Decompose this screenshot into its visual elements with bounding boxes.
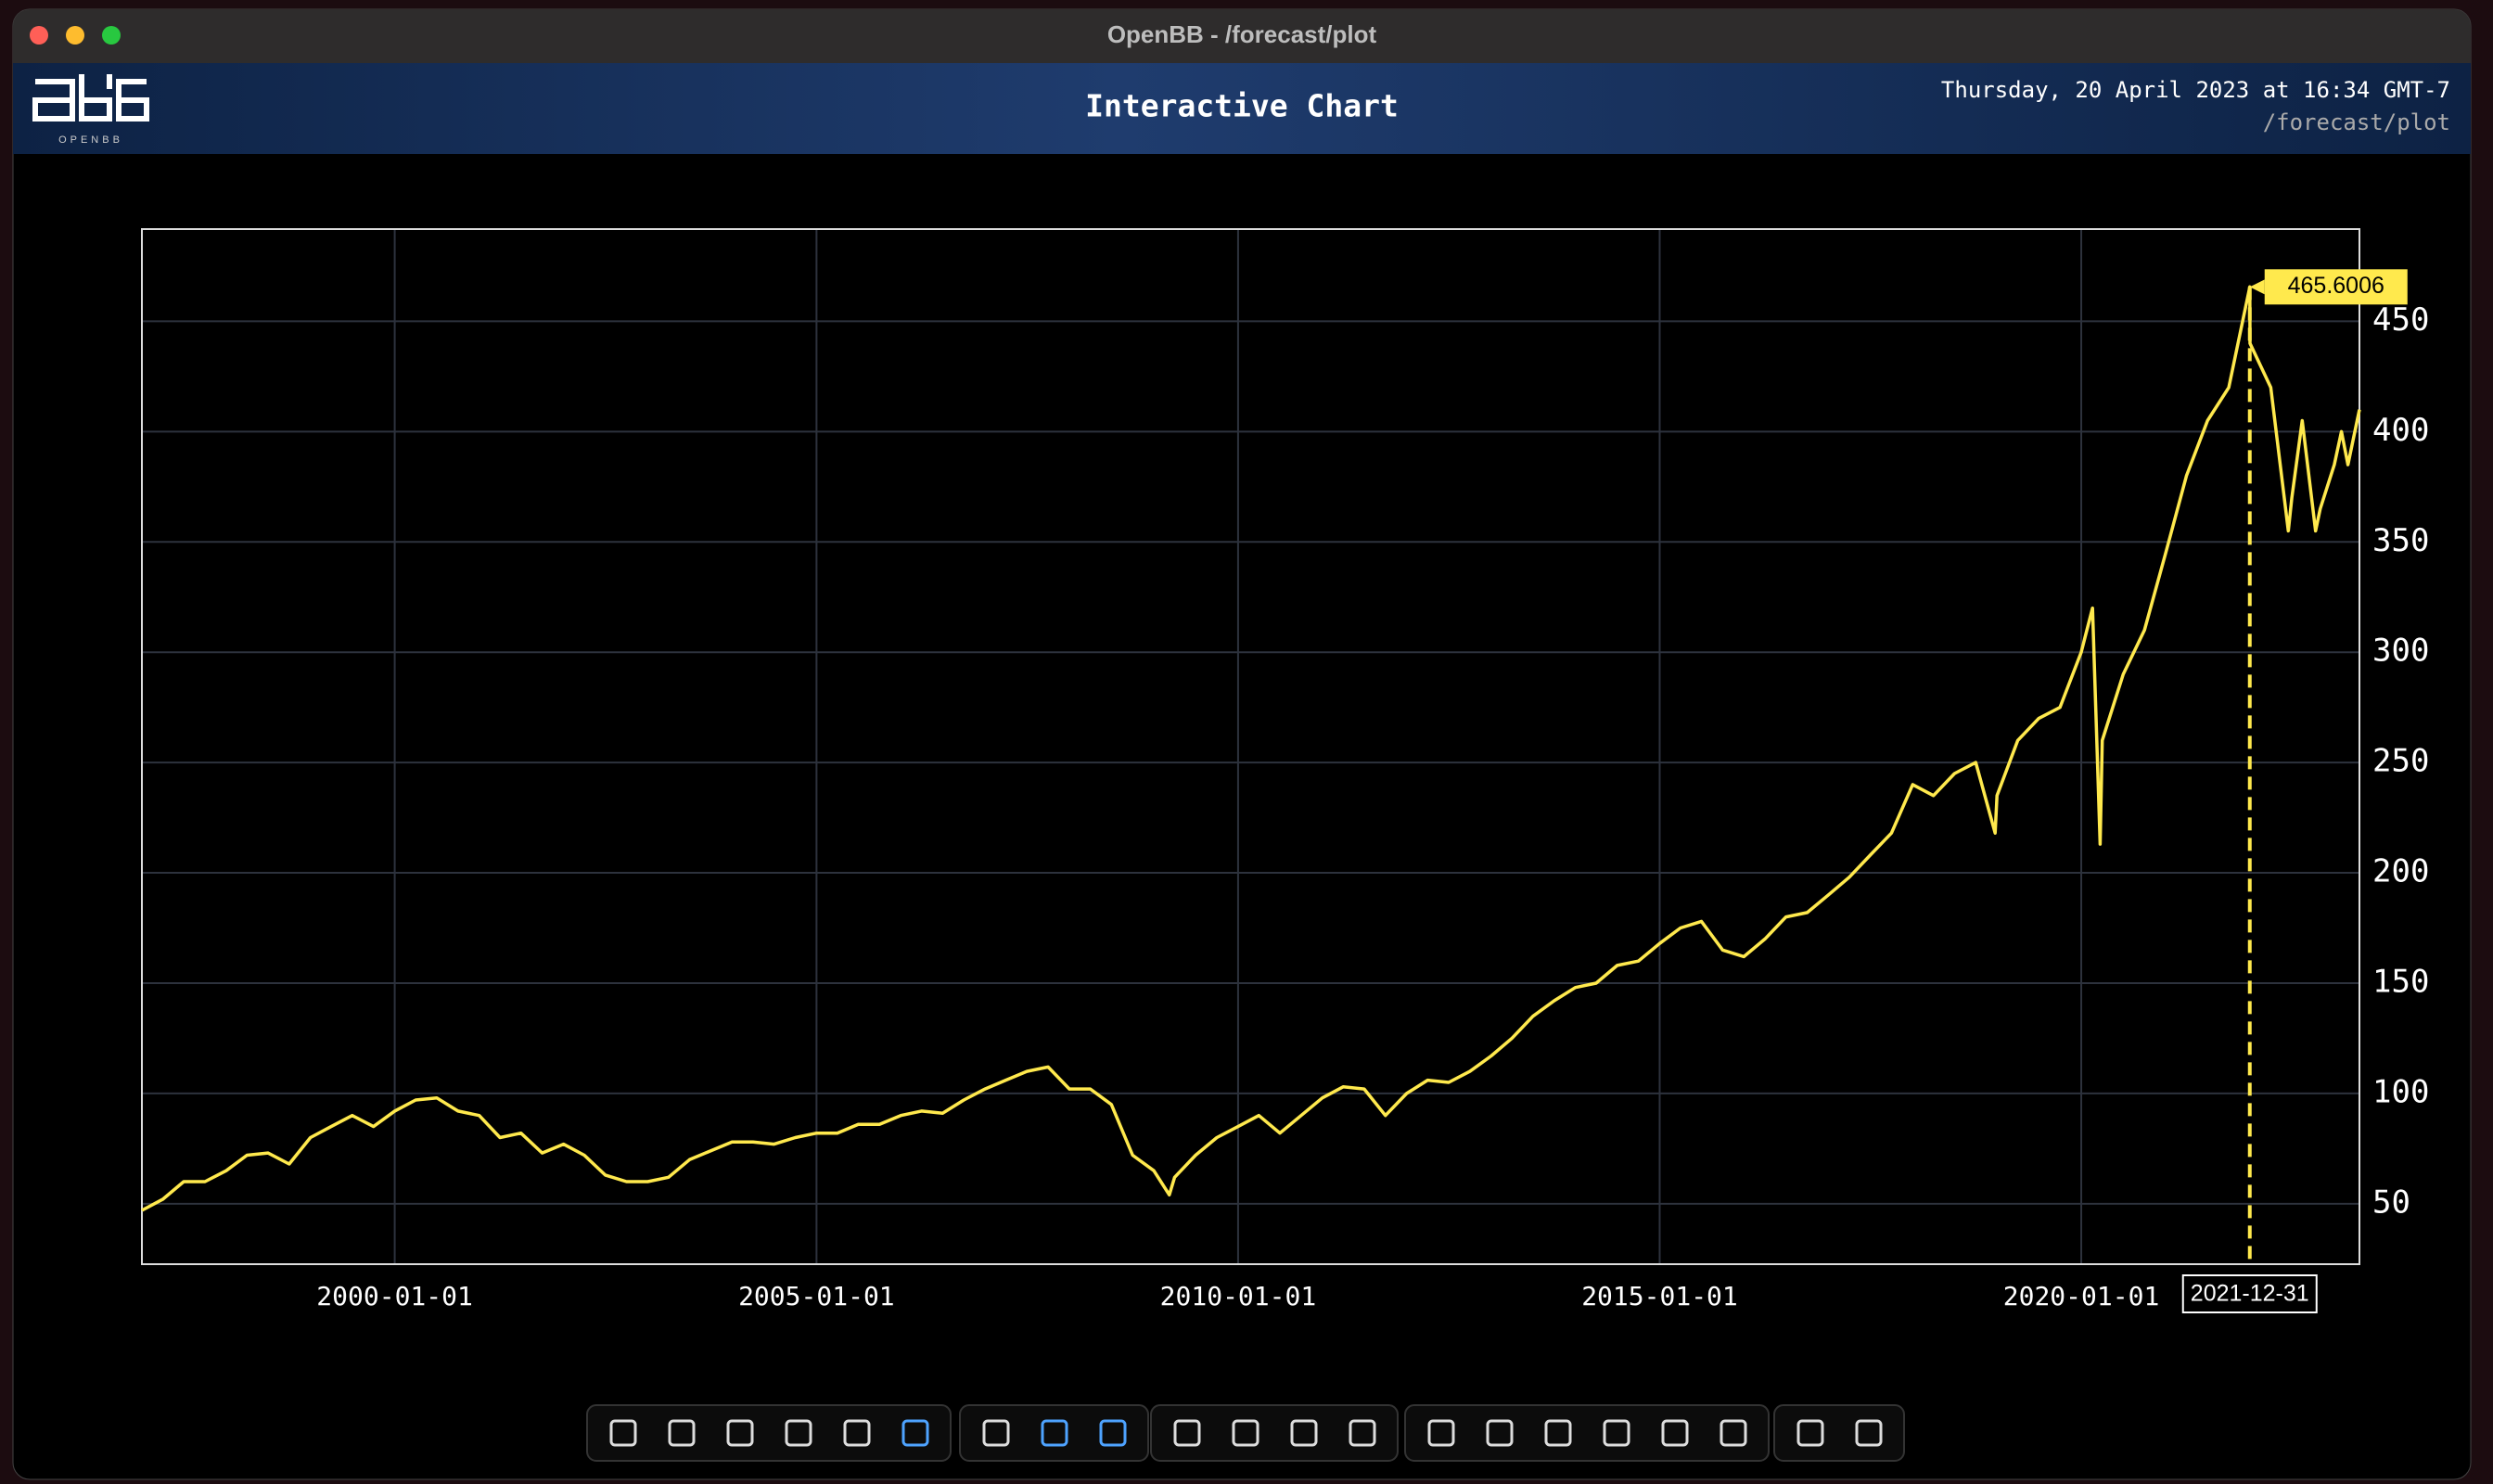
y-tick-label: 100 <box>2372 1073 2429 1110</box>
logo <box>32 74 149 122</box>
toolbar <box>586 1404 1905 1462</box>
button-icon <box>1349 1419 1376 1447</box>
button-icon <box>1855 1419 1883 1447</box>
header <box>13 63 2471 154</box>
button-icon <box>982 1419 1010 1447</box>
button-icon <box>785 1419 812 1447</box>
button-icon <box>1232 1419 1259 1447</box>
toolbar-button[interactable] <box>1099 1419 1127 1447</box>
price-line <box>141 285 2361 1212</box>
toolbar-button[interactable] <box>1486 1419 1514 1447</box>
toolbar-button[interactable] <box>1544 1419 1572 1447</box>
toolbar-button[interactable] <box>982 1419 1010 1447</box>
button-icon <box>668 1419 696 1447</box>
toolbar-button[interactable] <box>1427 1419 1455 1447</box>
y-tick-label: 50 <box>2372 1183 2410 1221</box>
toolbar-group <box>1773 1404 1905 1462</box>
header-title: Interactive Chart <box>1085 88 1399 124</box>
close-button[interactable] <box>30 26 48 45</box>
button-icon <box>1661 1419 1689 1447</box>
toolbar-button[interactable] <box>1232 1419 1259 1447</box>
y-tick-label: 300 <box>2372 633 2429 670</box>
toolbar-group <box>959 1404 1149 1462</box>
button-icon <box>609 1419 637 1447</box>
y-tick-label: 150 <box>2372 963 2429 1000</box>
hover-x-box <box>2181 1274 2318 1313</box>
toolbar-button[interactable] <box>1720 1419 1747 1447</box>
plot-frame <box>141 228 2360 1265</box>
header-path: /forecast/plot <box>2263 109 2450 135</box>
title-bar <box>13 9 2471 63</box>
window-title: OpenBB - /forecast/plot <box>1107 20 1377 48</box>
y-tick-label: 350 <box>2372 522 2429 559</box>
toolbar-button[interactable] <box>843 1419 871 1447</box>
button-icon <box>843 1419 871 1447</box>
button-icon <box>1486 1419 1514 1447</box>
button-icon <box>1796 1419 1824 1447</box>
toolbar-button[interactable] <box>1349 1419 1376 1447</box>
minimize-button[interactable] <box>66 26 84 45</box>
toolbar-button[interactable] <box>668 1419 696 1447</box>
toolbar-button[interactable] <box>1041 1419 1068 1447</box>
maximize-button[interactable] <box>102 26 121 45</box>
toolbar-button[interactable] <box>1855 1419 1883 1447</box>
y-tick-label: 400 <box>2372 412 2429 449</box>
hover-value-pointer <box>2249 279 2265 295</box>
toolbar-button[interactable] <box>1290 1419 1318 1447</box>
x-tick-label: 2015-01-01 <box>1581 1281 1738 1311</box>
chart: 50 100 150 200 250 300 350 400 450 2000-01-01 2005… <box>141 228 2429 1313</box>
hover-value-box <box>2264 269 2408 305</box>
toolbar-button[interactable] <box>901 1419 929 1447</box>
button-icon <box>1544 1419 1572 1447</box>
toolbar-group <box>1404 1404 1770 1462</box>
logo-text: OPENBB <box>58 134 123 146</box>
button-icon <box>1720 1419 1747 1447</box>
x-tick-label: 2000-01-01 <box>316 1281 473 1311</box>
toolbar-button[interactable] <box>1661 1419 1689 1447</box>
toolbar-button[interactable] <box>1173 1419 1201 1447</box>
toolbar-group <box>586 1404 952 1462</box>
y-tick-label: 250 <box>2372 743 2429 780</box>
toolbar-button[interactable] <box>1603 1419 1630 1447</box>
x-tick-label: 2005-01-01 <box>738 1281 895 1311</box>
hover-value-label: 465.6006 <box>2288 273 2384 299</box>
toolbar-group <box>1150 1404 1399 1462</box>
button-icon <box>901 1419 929 1447</box>
hover-x-label: 2021-12-31 <box>2191 1281 2309 1307</box>
toolbar-button[interactable] <box>609 1419 637 1447</box>
button-icon <box>1603 1419 1630 1447</box>
x-tick-label: 2010-01-01 <box>1160 1281 1317 1311</box>
button-icon <box>1099 1419 1127 1447</box>
y-tick-label: 200 <box>2372 853 2429 890</box>
button-icon <box>726 1419 754 1447</box>
toolbar-button[interactable] <box>785 1419 812 1447</box>
toolbar-button[interactable] <box>1796 1419 1824 1447</box>
button-icon <box>1041 1419 1068 1447</box>
toolbar-button[interactable] <box>726 1419 754 1447</box>
y-tick-label: 450 <box>2372 301 2429 339</box>
button-icon <box>1427 1419 1455 1447</box>
button-icon <box>1290 1419 1318 1447</box>
x-tick-label: 2020-01-01 <box>2003 1281 2160 1311</box>
header-datetime: Thursday, 20 April 2023 at 16:34 GMT-7 <box>1941 77 2450 103</box>
button-icon <box>1173 1419 1201 1447</box>
